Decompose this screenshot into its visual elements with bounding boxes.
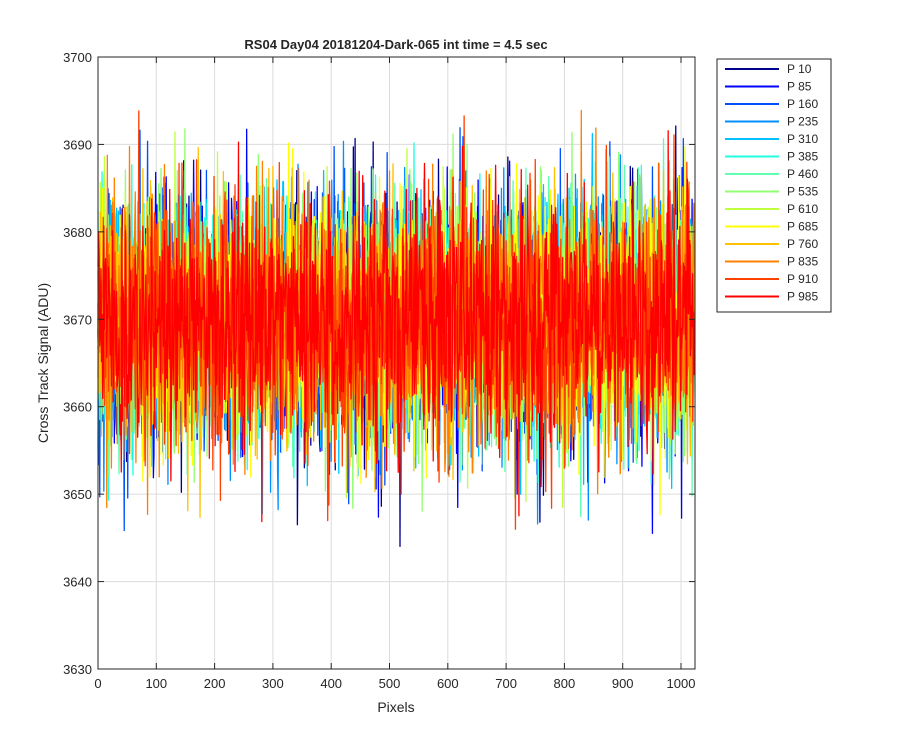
x-tick-label: 1000 (667, 676, 696, 691)
legend-label: P 835 (787, 255, 818, 269)
legend-label: P 85 (787, 80, 812, 94)
legend-label: P 385 (787, 150, 818, 164)
x-tick-label: 300 (262, 676, 284, 691)
legend-label: P 460 (787, 167, 818, 181)
series-layer (97, 109, 696, 548)
legend: P 10 P 85 P 160 P 235 P 310 P 385 P 460 P 535 P … (716, 58, 832, 313)
legend-label: P 760 (787, 237, 818, 251)
y-axis-label: Cross Track Signal (ADU) (35, 283, 51, 443)
x-tick-label: 100 (145, 676, 167, 691)
x-tick-label: 600 (437, 676, 459, 691)
x-tick-label: 200 (204, 676, 226, 691)
y-tick-label: 3650 (63, 487, 92, 502)
legend-box (716, 58, 832, 313)
x-axis-label: Pixels (377, 699, 414, 715)
y-tick-label: 3680 (63, 225, 92, 240)
x-tick-label: 900 (612, 676, 634, 691)
legend-label: P 235 (787, 115, 818, 129)
ticks: 0 100 200 300 400 500 600 700 800 900 1000 3630 3640… (63, 50, 695, 691)
plot-frame (97, 56, 696, 670)
x-tick-label: 500 (379, 676, 401, 691)
legend-label: P 985 (787, 290, 818, 304)
legend-label: P 610 (787, 202, 818, 216)
legend-label: P 160 (787, 97, 818, 111)
y-tick-label: 3660 (63, 400, 92, 415)
y-tick-label: 3640 (63, 575, 92, 590)
legend-label: P 910 (787, 272, 818, 286)
chart-title: RS04 Day04 20181204-Dark-065 int time = … (244, 37, 547, 52)
x-tick-label: 0 (94, 676, 101, 691)
y-tick-label: 3670 (63, 312, 92, 327)
legend-label: P 535 (787, 185, 818, 199)
series-line-p-985 (97, 130, 696, 523)
x-tick-label: 700 (495, 676, 517, 691)
legend-label: P 10 (787, 62, 812, 76)
y-tick-label: 3690 (63, 137, 92, 152)
legend-label: P 310 (787, 132, 818, 146)
x-tick-label: 800 (554, 676, 576, 691)
legend-label: P 685 (787, 220, 818, 234)
x-tick-label: 400 (320, 676, 342, 691)
y-tick-label: 3630 (63, 662, 92, 677)
y-tick-label: 3700 (63, 50, 92, 65)
